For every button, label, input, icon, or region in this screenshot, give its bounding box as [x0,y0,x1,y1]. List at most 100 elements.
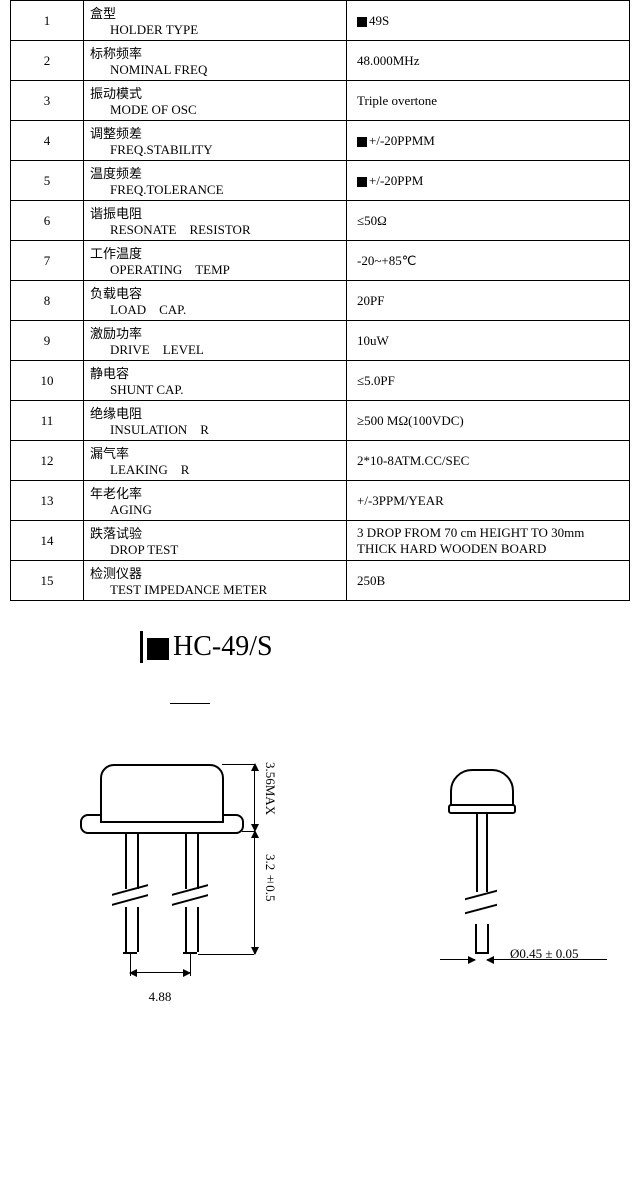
can-body-icon [100,764,224,823]
value-text: -20~+85℃ [357,253,416,268]
label-cn: 盒型 [90,3,340,22]
break-icon [176,889,204,907]
label-en: TEST IMPEDANCE METER [90,582,340,598]
label-en: FREQ.TOLERANCE [90,182,340,198]
row-value: 250B [347,561,630,601]
label-en: SHUNT CAP. [90,382,340,398]
row-number: 8 [11,281,84,321]
value-text: ≤50Ω [357,213,387,228]
label-cn: 跌落试验 [90,523,340,542]
label-en: HOLDER TYPE [90,22,340,38]
row-label: 振动模式MODE OF OSC [84,81,347,121]
label-cn: 年老化率 [90,483,340,502]
label-cn: 激励功率 [90,323,340,342]
title-marker-icon [147,638,169,660]
label-en: LOAD CAP. [90,302,340,318]
dim-body-height: 3.56MAX [262,762,278,815]
row-value: Triple overtone [347,81,630,121]
row-value: +/-3PPM/YEAR [347,481,630,521]
value-text: +/-20PPMM [369,133,435,148]
table-row: 11绝缘电阻INSULATION R≥500 MΩ(100VDC) [11,401,630,441]
value-text: 20PF [357,293,384,308]
side-lead-bottom-icon [475,924,489,954]
dim-line [254,831,255,954]
dim-line [130,972,190,973]
row-number: 5 [11,161,84,201]
row-value: 3 DROP FROM 70 cm HEIGHT TO 30mm THICK H… [347,521,630,561]
dim-line [254,764,255,831]
dim-lead-length: 3.2±0.5 [262,854,278,902]
label-en: DRIVE LEVEL [90,342,340,358]
label-cn: 检测仪器 [90,563,340,582]
label-en: NOMINAL FREQ [90,62,340,78]
spec-table: 1盒型HOLDER TYPE49S2标称频率NOMINAL FREQ48.000… [10,0,630,601]
table-row: 4调整频差FREQ.STABILITY +/-20PPMM [11,121,630,161]
table-row: 9 激励功率DRIVE LEVEL 10uW [11,321,630,361]
side-lead-icon [476,812,488,892]
row-value: +/-20PPM [347,161,630,201]
label-cn: 工作温度 [90,243,340,262]
table-row: 10静电容SHUNT CAP.≤5.0PF [11,361,630,401]
row-label: 跌落试验DROP TEST [84,521,347,561]
row-value: 10uW [347,321,630,361]
label-cn: 标称频率 [90,43,340,62]
row-number: 9 [11,321,84,361]
row-number: 6 [11,201,84,241]
row-number: 10 [11,361,84,401]
row-value: 48.000MHz [347,41,630,81]
table-row: 3振动模式MODE OF OSCTriple overtone [11,81,630,121]
package-diagram: 3.56MAX 3.2±0.5 4.88 Ø0.45 ± 0.05 [10,714,630,1074]
row-value: ≥500 MΩ(100VDC) [347,401,630,441]
row-number: 1 [11,1,84,41]
row-label: 漏气率LEAKING R [84,441,347,481]
label-en: DROP TEST [90,542,340,558]
row-number: 11 [11,401,84,441]
table-row: 13年老化率AGING+/-3PPM/YEAR [11,481,630,521]
label-cn: 调整频差 [90,123,340,142]
label-en: LEAKING R [90,462,340,478]
row-value: 2*10-8ATM.CC/SEC [347,441,630,481]
table-row: 2标称频率NOMINAL FREQ48.000MHz [11,41,630,81]
ext-line [198,954,254,955]
table-row: 14跌落试验DROP TEST3 DROP FROM 70 cm HEIGHT … [11,521,630,561]
row-value: 49S [347,1,630,41]
row-value: +/-20PPMM [347,121,630,161]
row-number: 4 [11,121,84,161]
square-marker-icon [357,137,367,147]
row-label: 检测仪器TEST IMPEDANCE METER [84,561,347,601]
square-marker-icon [357,177,367,187]
dim-line [440,959,475,960]
table-row: 6谐振电阻RESONATE RESISTOR≤50Ω [11,201,630,241]
value-text: 2*10-8ATM.CC/SEC [357,453,469,468]
row-label: 调整频差FREQ.STABILITY [84,121,347,161]
label-cn: 负载电容 [90,283,340,302]
label-cn: 谐振电阻 [90,203,340,222]
break-icon [116,889,144,907]
table-row: 1盒型HOLDER TYPE49S [11,1,630,41]
value-text: Triple overtone [357,93,437,108]
label-en: RESONATE RESISTOR [90,222,340,238]
value-text: 48.000MHz [357,53,419,68]
row-number: 13 [11,481,84,521]
label-cn: 漏气率 [90,443,340,462]
row-number: 2 [11,41,84,81]
dim-lead-spacing: 4.88 [130,989,190,1005]
row-value: 20PF [347,281,630,321]
label-en: MODE OF OSC [90,102,340,118]
row-number: 12 [11,441,84,481]
stub-line [170,703,210,704]
package-title: HC-49/S [0,601,643,673]
title-text: HC-49/S [173,631,273,662]
label-en: OPERATING TEMP [90,262,340,278]
row-label: 谐振电阻RESONATE RESISTOR [84,201,347,241]
spec-tbody: 1盒型HOLDER TYPE49S2标称频率NOMINAL FREQ48.000… [11,1,630,601]
label-cn: 温度频差 [90,163,340,182]
row-label: 温度频差FREQ.TOLERANCE [84,161,347,201]
row-label: 绝缘电阻INSULATION R [84,401,347,441]
row-label: 年老化率AGING [84,481,347,521]
label-en: INSULATION R [90,422,340,438]
label-cn: 振动模式 [90,83,340,102]
row-label: 标称频率NOMINAL FREQ [84,41,347,81]
row-label: 静电容SHUNT CAP. [84,361,347,401]
row-label: 盒型HOLDER TYPE [84,1,347,41]
